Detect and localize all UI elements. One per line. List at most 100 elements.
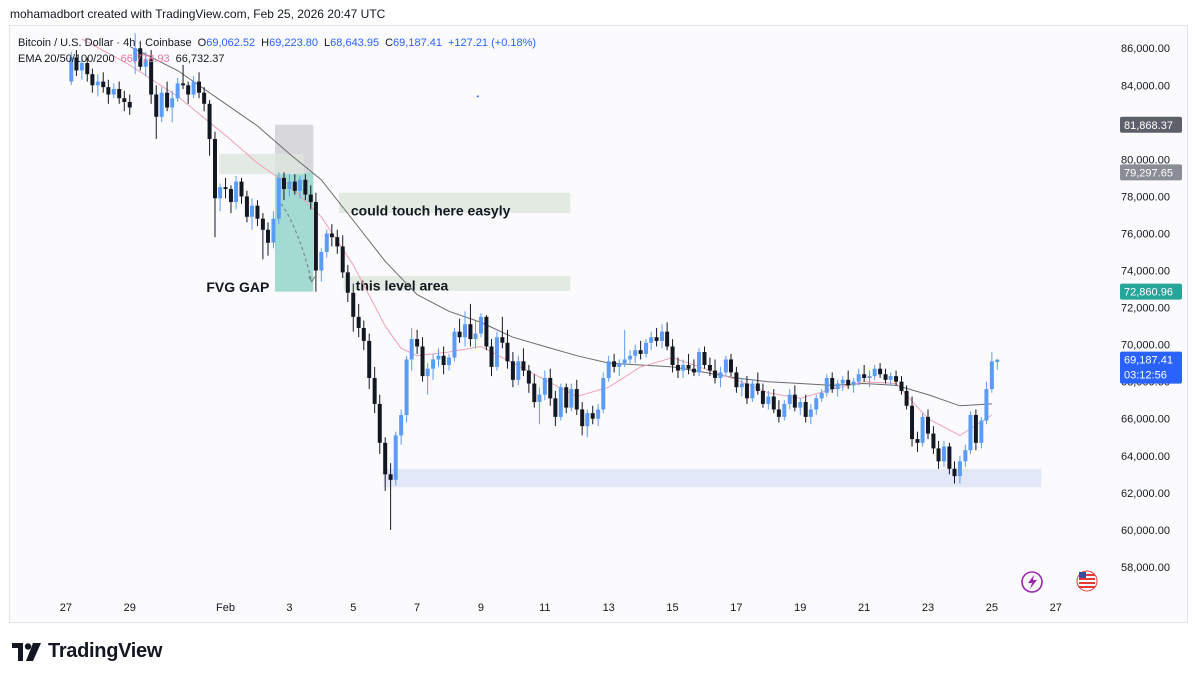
candle — [117, 81, 122, 104]
candle-body — [244, 196, 249, 217]
candle — [819, 389, 824, 403]
candle-body — [69, 57, 74, 82]
candle — [744, 376, 749, 404]
candle-body — [415, 339, 420, 347]
candle-body — [596, 409, 601, 419]
candle — [356, 303, 361, 338]
candle — [127, 94, 132, 115]
candle-body — [968, 415, 973, 451]
us-flag-icon[interactable] — [1076, 570, 1098, 592]
candle-body — [340, 246, 345, 273]
candle — [345, 264, 350, 303]
candle-body — [463, 324, 468, 338]
candle-body — [447, 357, 452, 365]
candle — [936, 440, 941, 469]
annotation-this-level-area: this level area — [356, 277, 449, 293]
candle — [95, 74, 100, 97]
candle-body — [941, 446, 946, 462]
candle-body — [744, 383, 749, 399]
candle-body — [925, 416, 930, 434]
candle — [122, 90, 127, 112]
candle-body — [644, 342, 649, 354]
candle — [218, 183, 223, 212]
ema-indicator-label[interactable]: EMA 20/50/100/200 — [18, 53, 115, 65]
candle-body — [111, 88, 116, 95]
symbol-name[interactable]: Bitcoin / U.S. Dollar · 4h · Coinbase — [18, 37, 192, 49]
candle-body — [936, 448, 941, 462]
candle — [308, 185, 313, 210]
candle-body — [133, 48, 138, 62]
tradingview-logo[interactable]: TradingView — [12, 640, 162, 663]
candle-body — [532, 383, 537, 403]
candle — [553, 390, 558, 427]
candle-body — [473, 333, 478, 340]
candle-body — [585, 413, 590, 427]
candle-body — [776, 409, 781, 417]
candle — [697, 348, 702, 377]
candle-body — [910, 405, 915, 440]
x-tick-label: Feb — [216, 602, 235, 614]
candle — [606, 355, 611, 382]
candle — [867, 370, 872, 388]
candle — [143, 51, 148, 77]
close-label: C — [385, 37, 394, 49]
high-label: H — [261, 37, 270, 49]
candle — [319, 248, 324, 282]
candle-body — [207, 103, 212, 139]
candle — [840, 376, 845, 391]
candle — [297, 176, 302, 199]
candle — [792, 385, 797, 412]
candle-body — [521, 361, 526, 371]
candle-body — [574, 389, 579, 410]
candle — [281, 172, 286, 201]
candle-body — [372, 377, 377, 404]
candle-body — [808, 409, 813, 417]
candle-body — [771, 396, 776, 410]
candle — [197, 72, 202, 99]
candle — [973, 409, 978, 451]
candle-body — [356, 316, 361, 328]
candle — [441, 346, 446, 375]
annotation-fvg-gap: FVG GAP — [206, 279, 269, 295]
candle-body — [628, 355, 633, 360]
candle-body — [351, 292, 356, 317]
candle — [862, 365, 867, 382]
chart-panel[interactable]: could touch here easyly this level area FV… — [9, 25, 1188, 623]
candle-body — [606, 361, 611, 378]
candle — [510, 352, 515, 388]
candle-body — [234, 181, 239, 202]
low-value: 68,643.95 — [330, 37, 380, 49]
y-tick-label: 60,000.00 — [1121, 525, 1170, 537]
flag-canton — [1079, 572, 1086, 578]
candle — [596, 403, 601, 427]
candle-body — [228, 189, 233, 202]
candle — [149, 50, 154, 104]
candle — [564, 383, 569, 414]
candle-body — [127, 101, 132, 108]
zone-upper-shelf — [219, 153, 304, 175]
price-label-text: 79,297.65 — [1124, 167, 1173, 179]
x-tick-label: 17 — [730, 602, 742, 614]
candle-body — [181, 83, 186, 86]
candle-body — [223, 187, 228, 190]
chart-caption: mohamadbort created with TradingView.com… — [10, 7, 386, 21]
y-tick-label: 66,000.00 — [1121, 414, 1170, 426]
candle-body — [995, 359, 1000, 362]
candle — [915, 431, 920, 453]
candle-body — [510, 361, 515, 380]
candle-body — [713, 370, 718, 378]
candle — [808, 403, 813, 425]
candlestick-chart[interactable]: could touch here easyly this level area FV… — [10, 26, 1187, 622]
candle-body — [846, 379, 851, 386]
candle — [718, 366, 723, 388]
candle-body — [670, 346, 675, 365]
y-tick-label: 74,000.00 — [1121, 266, 1170, 278]
candle — [85, 57, 90, 82]
candle — [670, 339, 675, 373]
candle-body — [957, 461, 962, 477]
lightning-icon[interactable] — [1021, 571, 1043, 593]
x-tick-label: 15 — [666, 602, 678, 614]
candle — [654, 327, 659, 347]
candle — [181, 64, 186, 89]
price-label-text: 81,868.37 — [1124, 120, 1173, 132]
